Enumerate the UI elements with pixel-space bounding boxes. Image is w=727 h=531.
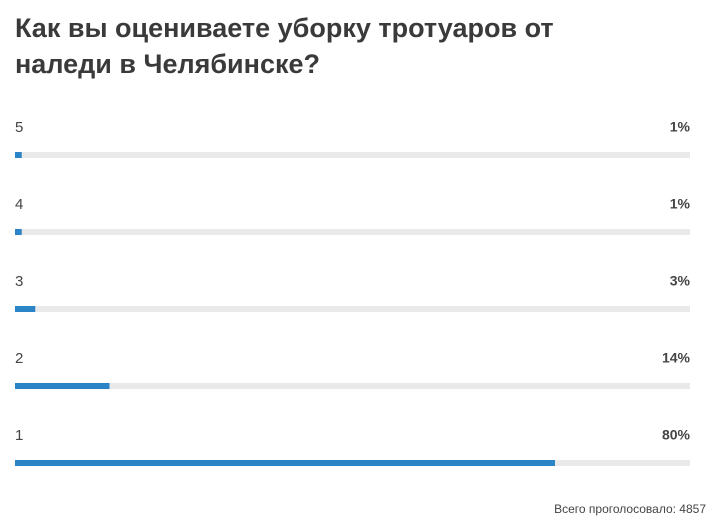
footnote: Всего проголосовало: 4857: [554, 502, 706, 516]
category-label: 1: [15, 427, 23, 444]
bar: [15, 229, 22, 235]
value-label: 1%: [670, 196, 691, 212]
bar-track: [15, 306, 690, 312]
bar: [15, 460, 555, 466]
category-label: 2: [15, 350, 23, 367]
bar-track: [15, 383, 690, 389]
category-label: 5: [15, 119, 23, 136]
value-label: 1%: [670, 119, 691, 135]
value-label: 3%: [670, 273, 691, 289]
bar: [15, 383, 110, 389]
value-label: 80%: [662, 427, 691, 443]
chart-title: Как вы оцениваете уборку тротуаров от на…: [15, 13, 554, 79]
value-label: 14%: [662, 350, 691, 366]
category-label: 3: [15, 273, 23, 290]
category-label: 4: [15, 196, 23, 213]
bar: [15, 306, 36, 312]
bar-track: [15, 229, 690, 235]
bar-track: [15, 152, 690, 158]
bar: [15, 152, 22, 158]
